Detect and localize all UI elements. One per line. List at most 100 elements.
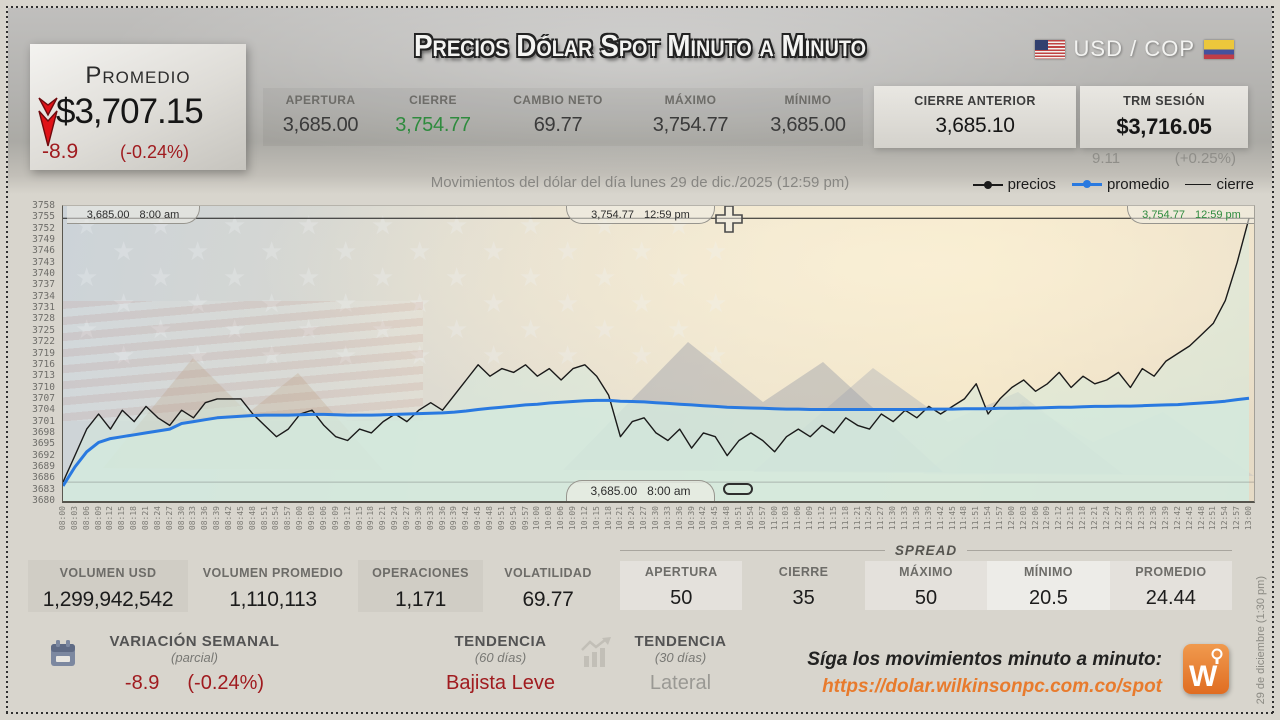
currency-pair-label: USD / COP [1073, 36, 1195, 61]
x-axis-tick: 10:42 [698, 506, 708, 531]
x-axis-tick: 11:42 [935, 506, 945, 531]
wilkinsonpc-logo[interactable]: W [1183, 644, 1229, 694]
x-axis-tick: 10:06 [556, 506, 566, 531]
x-axis-tick: 09:51 [496, 506, 506, 531]
x-axis-tick: 08:06 [81, 506, 91, 531]
stat-minimo: MÍNIMO 3,685.00 [770, 93, 846, 136]
x-axis-tick: 10:24 [627, 506, 637, 531]
divider [967, 550, 1233, 551]
x-axis-tick: 10:54 [745, 506, 755, 531]
x-axis-tick: 10:39 [686, 506, 696, 531]
y-axis-tick: 3710 [32, 381, 55, 393]
x-axis-tick: 12:18 [1077, 506, 1087, 531]
trend-chart-icon [581, 637, 611, 667]
y-axis-tick: 3692 [32, 449, 55, 461]
x-axis-tick: 11:15 [828, 506, 838, 531]
y-axis-tick: 3698 [32, 426, 55, 438]
x-axis-tick: 08:30 [176, 506, 186, 531]
y-axis-tick: 3701 [32, 415, 55, 427]
annotation-open: 3,685.00 8:00 am [67, 206, 200, 224]
x-axis-tick: 11:57 [994, 506, 1004, 531]
x-axis-tick: 12:00 [1006, 506, 1016, 531]
x-axis-tick: 10:12 [579, 506, 589, 531]
x-axis-tick: 09:42 [461, 506, 471, 531]
cierre-line-icon [1185, 183, 1212, 186]
annotation-last: 3,754.77 12:59 pm [1127, 206, 1254, 224]
x-axis-tick: 08:09 [93, 506, 103, 531]
annotation-high: 3,754.77 12:59 pm [566, 206, 715, 224]
stat-maximo: MÁXIMO 3,754.77 [652, 93, 729, 136]
x-axis-tick: 12:42 [1172, 506, 1182, 531]
stat-operaciones: OPERACIONES 1,171 [358, 560, 483, 612]
follow-url-link[interactable]: https://dolar.wilkinsonpc.com.co/spot [822, 676, 1162, 697]
tendencia-60-dias: TENDENCIA (60 días) Bajista Leve [446, 633, 555, 694]
calendar-icon [51, 640, 75, 666]
currency-pair: USD / COP [1034, 36, 1234, 62]
x-axis-tick: 11:51 [971, 506, 981, 531]
y-axis-tick: 3707 [32, 392, 55, 404]
x-axis-tick: 08:42 [224, 506, 234, 531]
x-axis-tick: 11:39 [923, 506, 933, 531]
annotation-low: 3,685.00 8:00 am [566, 480, 715, 501]
y-axis-tick: 3734 [32, 290, 55, 302]
y-axis-tick: 3746 [32, 245, 55, 257]
spread-apertura: APERTURA 50 [620, 561, 743, 610]
x-axis-tick: 09:45 [473, 506, 483, 531]
x-axis-tick: 08:33 [188, 506, 198, 531]
page-title: Precios Dólar Spot Minuto a Minuto [413, 28, 867, 63]
x-axis-tick: 11:24 [864, 506, 874, 531]
x-axis-tick: 09:09 [330, 506, 340, 531]
frame-border-top [6, 6, 1274, 8]
x-axis-tick: 12:27 [1113, 506, 1123, 531]
x-axis-tick: 08:48 [247, 506, 257, 531]
x-axis-tick: 12:39 [1160, 506, 1170, 531]
x-axis-tick: 11:09 [805, 506, 815, 531]
frame-border-bottom [6, 712, 1274, 714]
x-axis-tick: 11:27 [876, 506, 886, 531]
x-axis-tick: 10:57 [757, 506, 767, 531]
x-axis-tick: 09:12 [342, 506, 352, 531]
x-axis-tick: 08:00 [58, 506, 67, 531]
price-series-svg [63, 217, 1254, 501]
y-axis-tick: 3749 [32, 234, 55, 246]
x-axis-tick: 12:12 [1054, 506, 1064, 531]
x-axis-tick: 09:21 [378, 506, 388, 531]
crosshair-icon[interactable] [714, 205, 744, 237]
x-axis-tick: 10:21 [615, 506, 625, 531]
x-axis-tick: 13:00 [1244, 506, 1253, 531]
down-arrow-icon [38, 97, 58, 147]
variacion-semanal: VARIACIÓN SEMANAL (parcial) -8.9 (-0.24%… [92, 633, 297, 695]
stat-volumen-promedio: VOLUMEN PROMEDIO 1,110,113 [202, 566, 344, 611]
x-axis-tick: 09:06 [318, 506, 328, 531]
us-flag-icon [1034, 39, 1065, 59]
promedio-value: $3,707.15 [56, 92, 204, 131]
legend-item-precios: precios [972, 176, 1056, 193]
x-axis-tick: 12:15 [1066, 506, 1076, 531]
stat-cierre: CIERRE 3,754.77 [395, 93, 471, 136]
x-axis-tick: 12:54 [1220, 506, 1230, 531]
x-axis-tick: 11:00 [769, 506, 779, 531]
x-axis-tick: 11:54 [983, 506, 993, 531]
y-axis-tick: 3728 [32, 313, 55, 325]
pan-handle-icon[interactable] [723, 483, 753, 495]
x-axis-tick: 09:36 [437, 506, 447, 531]
x-axis-tick: 10:45 [710, 506, 720, 531]
stat-cambio-neto: CAMBIO NETO 69.77 [513, 93, 603, 136]
y-axis-tick: 3719 [32, 347, 55, 359]
x-axis-tick: 11:30 [888, 506, 898, 531]
y-axis: 3758 3755 3752 3749 3746 3743 3740 3737 3734 3731… [18, 200, 58, 506]
spread-header: SPREAD [620, 543, 1233, 558]
session-stats: APERTURA 3,685.00 CIERRE 3,754.77 CAMBIO… [263, 88, 863, 146]
y-axis-tick: 3713 [32, 370, 55, 382]
y-axis-tick: 3737 [32, 279, 55, 291]
x-axis-tick: 10:33 [662, 506, 672, 531]
x-axis-tick: 08:27 [164, 506, 174, 531]
logo-pin-icon [1211, 648, 1223, 664]
x-axis-tick: 11:18 [840, 506, 850, 531]
x-axis-tick: 09:27 [401, 506, 411, 531]
logo-letter: W [1189, 660, 1218, 693]
spread-minimo: MÍNIMO 20.5 [987, 561, 1110, 610]
tendencia-30-dias: TENDENCIA (30 días) Lateral [634, 633, 727, 694]
variacion-change: -8.9 [124, 672, 160, 694]
